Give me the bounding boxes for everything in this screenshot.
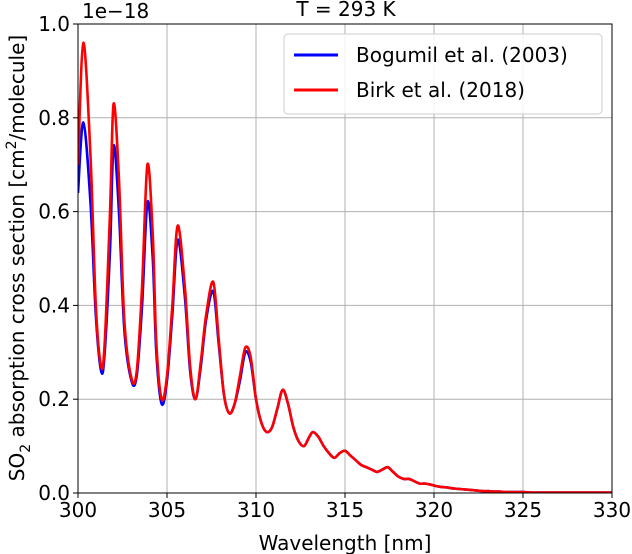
x-tick-label: 320 bbox=[415, 498, 453, 522]
x-tick-label: 305 bbox=[148, 498, 186, 522]
y-tick-label: 1.0 bbox=[38, 12, 70, 36]
legend-label-birk: Birk et al. (2018) bbox=[356, 78, 525, 102]
x-tick-label: 300 bbox=[59, 498, 97, 522]
series-layer bbox=[78, 41, 612, 493]
series-line-birk bbox=[78, 41, 612, 493]
ticks: 300 305 310 315 320 325 330 0.0 0.2 0.4 0.6 0.8 1.0 bbox=[38, 12, 631, 522]
x-axis-label: Wavelength [nm] bbox=[259, 531, 432, 554]
y-tick-label: 0.4 bbox=[38, 293, 70, 317]
x-tick-label: 325 bbox=[504, 498, 542, 522]
offset-text: 1e−18 bbox=[82, 0, 149, 23]
y-axis-label: SO2 absorption cross section [cm2/molecu… bbox=[4, 35, 34, 481]
y-tick-label: 0.8 bbox=[38, 106, 70, 130]
y-tick-label: 0.2 bbox=[38, 387, 70, 411]
y-tick-label: 0.6 bbox=[38, 200, 70, 224]
x-tick-label: 330 bbox=[593, 498, 631, 522]
chart-title: T = 293 K bbox=[295, 0, 396, 21]
y-tick-label: 0.0 bbox=[38, 481, 70, 505]
legend-box bbox=[283, 33, 603, 115]
legend: Bogumil et al. (2003) Birk et al. (2018) bbox=[283, 33, 603, 115]
x-tick-label: 315 bbox=[326, 498, 364, 522]
legend-label-bogumil: Bogumil et al. (2003) bbox=[356, 43, 568, 67]
x-tick-label: 310 bbox=[237, 498, 275, 522]
